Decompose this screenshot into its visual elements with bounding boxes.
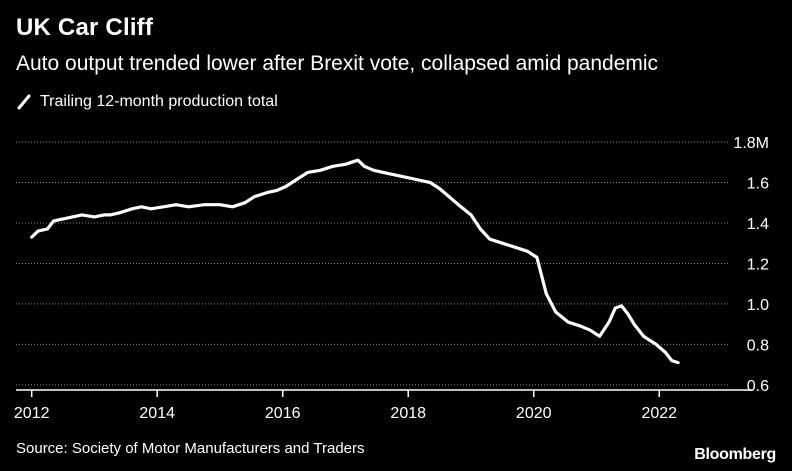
- x-tick-label: 2014: [139, 405, 175, 422]
- gridlines: [16, 141, 730, 386]
- x-tick-label: 2020: [516, 405, 552, 422]
- chart-legend: Trailing 12-month production total: [16, 92, 278, 112]
- y-tick-label: 1.8M: [733, 135, 769, 152]
- y-tick-label: 1.6: [747, 175, 769, 192]
- x-axis-ticks: 2012 2014 2016 2018 2020 2022: [14, 390, 677, 422]
- source-note: Source: Society of Motor Manufacturers a…: [16, 440, 365, 457]
- x-tick-label: 2012: [14, 405, 50, 422]
- x-tick-label: 2022: [641, 405, 677, 422]
- bloomberg-logo: Bloomberg: [694, 446, 776, 463]
- series-layer: [30, 158, 680, 365]
- y-tick-label: 0.6: [747, 378, 769, 395]
- y-tick-label: 1.2: [747, 256, 769, 273]
- x-tick-label: 2016: [265, 405, 301, 422]
- chart-subtitle: Auto output trended lower after Brexit v…: [16, 52, 659, 75]
- y-tick-label: 0.8: [747, 337, 769, 354]
- y-tick-label: 1.0: [747, 297, 769, 314]
- x-tick-label: 2018: [390, 405, 426, 422]
- y-axis-tick-labels: 1.8M 1.6 1.4 1.2 1.0 0.8 0.6: [733, 135, 769, 395]
- chart-title: UK Car Cliff: [16, 14, 154, 41]
- series-line: [30, 158, 680, 365]
- legend-line-icon: [17, 94, 31, 110]
- legend-label: Trailing 12-month production total: [40, 93, 278, 110]
- y-tick-label: 1.4: [747, 216, 769, 233]
